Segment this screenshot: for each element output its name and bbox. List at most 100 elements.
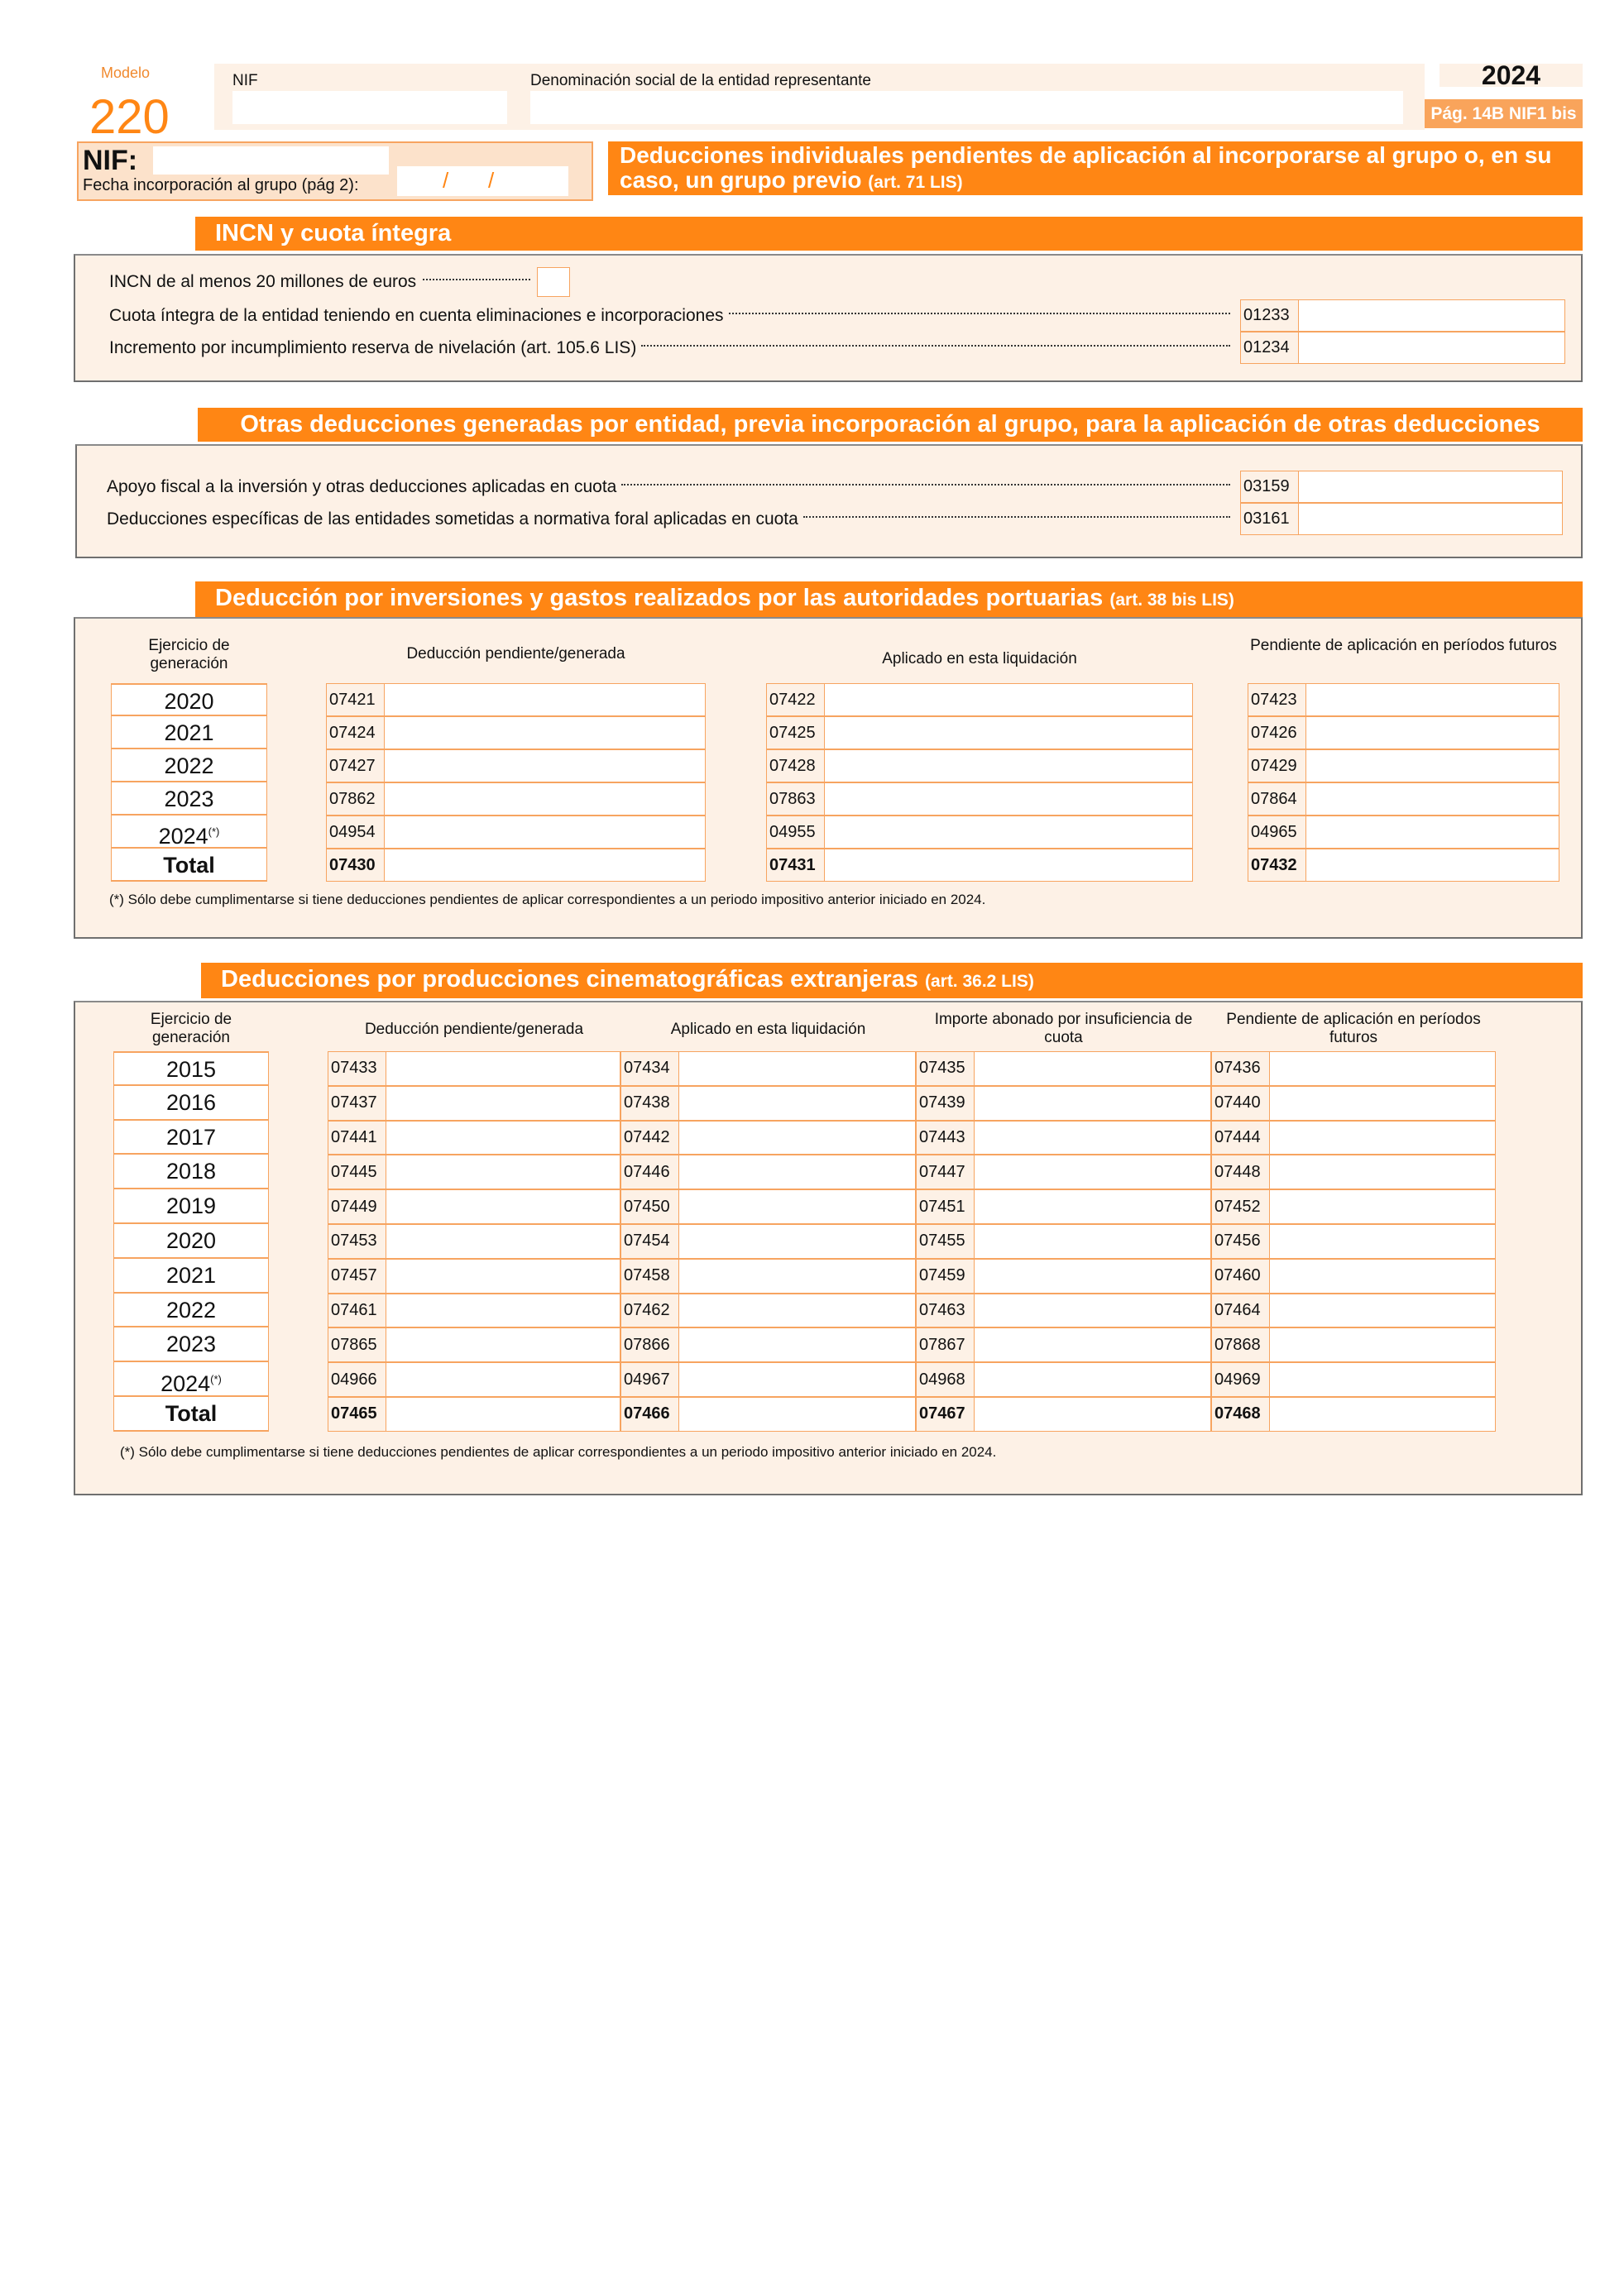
code-field[interactable]: 03159 <box>1240 471 1563 503</box>
code-field[interactable]: 07461 <box>328 1293 620 1328</box>
amount-input[interactable] <box>1299 471 1562 502</box>
amount-input[interactable] <box>825 717 1192 749</box>
amount-input[interactable] <box>679 1052 915 1085</box>
code-field[interactable]: 07459 <box>916 1258 1211 1294</box>
code-field[interactable]: 07862 <box>326 782 706 816</box>
code-field[interactable]: 07425 <box>766 716 1193 749</box>
amount-input[interactable] <box>386 1086 620 1120</box>
amount-input[interactable] <box>1270 1294 1495 1327</box>
code-field[interactable]: 07466 <box>620 1397 916 1432</box>
code-field[interactable]: 07426 <box>1248 716 1559 749</box>
code-field[interactable]: 07443 <box>916 1120 1211 1155</box>
code-field[interactable]: 07427 <box>326 749 706 782</box>
amount-input[interactable] <box>975 1294 1210 1327</box>
amount-input[interactable] <box>825 783 1192 815</box>
amount-input[interactable] <box>385 849 705 881</box>
code-field[interactable]: 07460 <box>1211 1258 1496 1294</box>
amount-input[interactable] <box>679 1259 915 1293</box>
code-field[interactable]: 04965 <box>1248 816 1559 849</box>
code-field[interactable]: 07434 <box>620 1051 916 1086</box>
code-field[interactable]: 07436 <box>1211 1051 1496 1086</box>
nif-group-input[interactable] <box>153 146 389 175</box>
amount-input[interactable] <box>1270 1225 1495 1258</box>
amount-input[interactable] <box>679 1363 915 1396</box>
amount-input[interactable] <box>825 849 1192 881</box>
amount-input[interactable] <box>1270 1086 1495 1120</box>
code-field[interactable]: 07456 <box>1211 1224 1496 1259</box>
amount-input[interactable] <box>679 1155 915 1189</box>
code-field[interactable]: 04969 <box>1211 1362 1496 1397</box>
amount-input[interactable] <box>679 1225 915 1258</box>
code-field[interactable]: 07421 <box>326 683 706 716</box>
code-field[interactable]: 07433 <box>328 1051 620 1086</box>
amount-input[interactable] <box>1306 783 1559 815</box>
amount-input[interactable] <box>1270 1155 1495 1189</box>
amount-input[interactable] <box>975 1190 1210 1223</box>
code-field[interactable]: 07452 <box>1211 1189 1496 1224</box>
amount-input[interactable] <box>1270 1190 1495 1223</box>
code-field[interactable]: 07464 <box>1211 1293 1496 1328</box>
amount-input[interactable] <box>975 1052 1210 1085</box>
code-field[interactable]: 07863 <box>766 782 1193 816</box>
amount-input[interactable] <box>385 684 705 715</box>
amount-input[interactable] <box>385 717 705 749</box>
code-field[interactable]: 07865 <box>328 1327 620 1363</box>
amount-input[interactable] <box>1306 816 1559 848</box>
amount-input[interactable] <box>679 1328 915 1362</box>
code-field[interactable]: 07441 <box>328 1120 620 1155</box>
code-field[interactable]: 07455 <box>916 1224 1211 1259</box>
amount-input[interactable] <box>385 816 705 848</box>
code-field[interactable]: 07451 <box>916 1189 1211 1224</box>
amount-input[interactable] <box>1299 504 1562 534</box>
amount-input[interactable] <box>1270 1328 1495 1362</box>
amount-input[interactable] <box>679 1190 915 1223</box>
code-field[interactable]: 07450 <box>620 1189 916 1224</box>
amount-input[interactable] <box>975 1225 1210 1258</box>
amount-input[interactable] <box>1270 1259 1495 1293</box>
code-field[interactable]: 01233 <box>1240 299 1565 332</box>
code-field[interactable]: 07432 <box>1248 849 1559 882</box>
code-field[interactable]: 07866 <box>620 1327 916 1363</box>
amount-input[interactable] <box>975 1328 1210 1362</box>
code-field[interactable]: 07465 <box>328 1397 620 1432</box>
code-field[interactable]: 07430 <box>326 849 706 882</box>
code-field[interactable]: 07435 <box>916 1051 1211 1086</box>
code-field[interactable]: 07447 <box>916 1155 1211 1190</box>
nif-input[interactable] <box>232 91 507 124</box>
amount-input[interactable] <box>1306 717 1559 749</box>
code-field[interactable]: 07444 <box>1211 1120 1496 1155</box>
code-field[interactable]: 03161 <box>1240 503 1563 535</box>
code-field[interactable]: 07442 <box>620 1120 916 1155</box>
amount-input[interactable] <box>386 1225 620 1258</box>
code-field[interactable]: 07454 <box>620 1224 916 1259</box>
code-field[interactable]: 07445 <box>328 1155 620 1190</box>
amount-input[interactable] <box>386 1363 620 1396</box>
code-field[interactable]: 07439 <box>916 1085 1211 1121</box>
amount-input[interactable] <box>386 1259 620 1293</box>
amount-input[interactable] <box>975 1259 1210 1293</box>
code-field[interactable]: 07868 <box>1211 1327 1496 1363</box>
code-field[interactable]: 07458 <box>620 1258 916 1294</box>
amount-input[interactable] <box>386 1294 620 1327</box>
amount-input[interactable] <box>975 1121 1210 1155</box>
amount-input[interactable] <box>1306 684 1559 715</box>
amount-input[interactable] <box>386 1155 620 1189</box>
code-field[interactable]: 07449 <box>328 1189 620 1224</box>
amount-input[interactable] <box>679 1398 915 1431</box>
code-field[interactable]: 07462 <box>620 1293 916 1328</box>
amount-input[interactable] <box>386 1328 620 1362</box>
amount-input[interactable] <box>975 1155 1210 1189</box>
code-field[interactable]: 04966 <box>328 1362 620 1397</box>
amount-input[interactable] <box>386 1190 620 1223</box>
code-field[interactable]: 07428 <box>766 749 1193 782</box>
code-field[interactable]: 07448 <box>1211 1155 1496 1190</box>
code-field[interactable]: 07468 <box>1211 1397 1496 1432</box>
incn-checkbox[interactable] <box>537 267 571 297</box>
code-field[interactable]: 07864 <box>1248 782 1559 816</box>
amount-input[interactable] <box>386 1052 620 1085</box>
amount-input[interactable] <box>1299 332 1564 363</box>
code-field[interactable]: 07453 <box>328 1224 620 1259</box>
code-field[interactable]: 07463 <box>916 1293 1211 1328</box>
amount-input[interactable] <box>975 1363 1210 1396</box>
code-field[interactable]: 07422 <box>766 683 1193 716</box>
